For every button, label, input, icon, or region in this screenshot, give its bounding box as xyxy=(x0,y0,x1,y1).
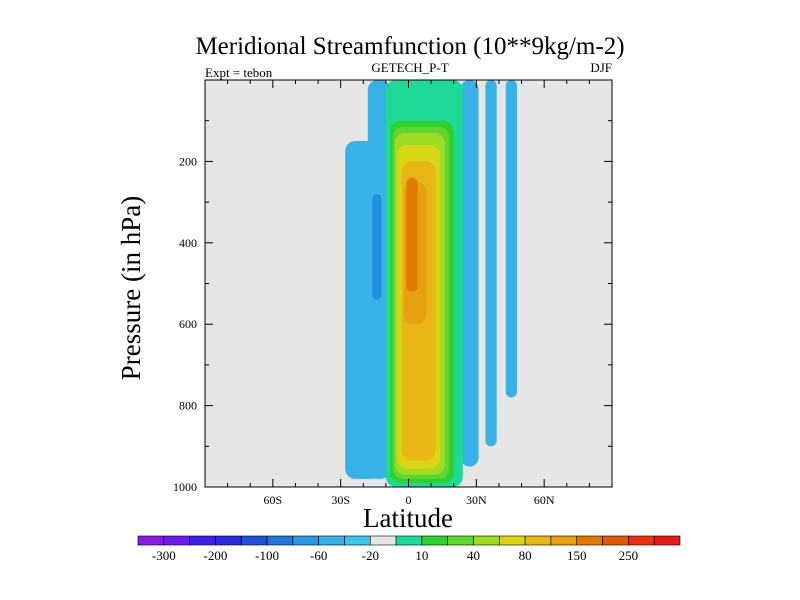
y-tick-label: 800 xyxy=(179,399,197,413)
contour-fills xyxy=(345,80,518,487)
colorbar-box xyxy=(447,535,474,546)
contour-region xyxy=(505,80,518,398)
colorbar-box xyxy=(473,535,500,546)
y-tick-label: 200 xyxy=(179,154,197,168)
colorbar-label: 10 xyxy=(415,548,428,563)
colorbar-box xyxy=(137,535,165,546)
x-tick-label: 30S xyxy=(331,493,350,507)
colorbar-label: 150 xyxy=(567,548,587,563)
y-axis: 200 400 600 800 1000 xyxy=(173,120,612,494)
colorbar: -300 -200 -100 -60 -20 10 40 80 150 250 xyxy=(137,535,681,563)
colorbar-box xyxy=(524,535,552,546)
colorbar-box xyxy=(653,535,681,546)
colorbar-box xyxy=(395,535,423,546)
colorbar-label: -200 xyxy=(204,548,228,563)
colorbar-box xyxy=(266,535,294,546)
colorbar-box xyxy=(499,535,526,546)
colorbar-label: 250 xyxy=(619,548,639,563)
colorbar-box xyxy=(189,535,216,546)
colorbar-box xyxy=(550,535,578,546)
contour-region xyxy=(406,177,418,292)
contour-region xyxy=(372,193,382,300)
colorbar-box xyxy=(318,535,345,546)
colorbar-box xyxy=(369,535,397,546)
plot-area xyxy=(204,79,613,488)
colorbar-box xyxy=(602,535,629,546)
season-label: DJF xyxy=(590,60,612,75)
x-tick-label: 60S xyxy=(263,493,282,507)
y-axis-label: Pressure (in hPa) xyxy=(116,196,146,380)
colorbar-box xyxy=(215,535,242,546)
x-axis: 60S 30S 0 30N 60N xyxy=(204,80,613,507)
contour-region xyxy=(485,80,497,447)
x-tick-label: 30N xyxy=(466,493,487,507)
colorbar-box xyxy=(163,535,190,546)
x-axis-label: Latitude xyxy=(363,503,453,533)
y-tick-label: 1000 xyxy=(173,480,197,494)
colorbar-label: 80 xyxy=(519,548,532,563)
colorbar-box xyxy=(240,535,268,546)
x-tick-label: 60N xyxy=(534,493,555,507)
colorbar-label: -60 xyxy=(310,548,327,563)
dataset-label: GETECH_P-T xyxy=(371,60,448,75)
colorbar-box xyxy=(421,535,449,546)
experiment-label: Expt = tebon xyxy=(205,65,273,80)
colorbar-box xyxy=(292,535,319,546)
colorbar-box xyxy=(344,535,371,546)
contour-region xyxy=(460,80,479,467)
colorbar-label: -100 xyxy=(255,548,279,563)
colorbar-label: -20 xyxy=(362,548,379,563)
colorbar-box xyxy=(576,535,603,546)
y-tick-label: 600 xyxy=(179,317,197,331)
y-tick-label: 400 xyxy=(179,236,197,250)
chart-title: Meridional Streamfunction (10**9kg/m-2) xyxy=(195,33,624,60)
x-tick-label: 0 xyxy=(406,493,412,507)
colorbar-label: 40 xyxy=(467,548,480,563)
colorbar-box xyxy=(628,535,655,546)
colorbar-label: -300 xyxy=(152,548,176,563)
